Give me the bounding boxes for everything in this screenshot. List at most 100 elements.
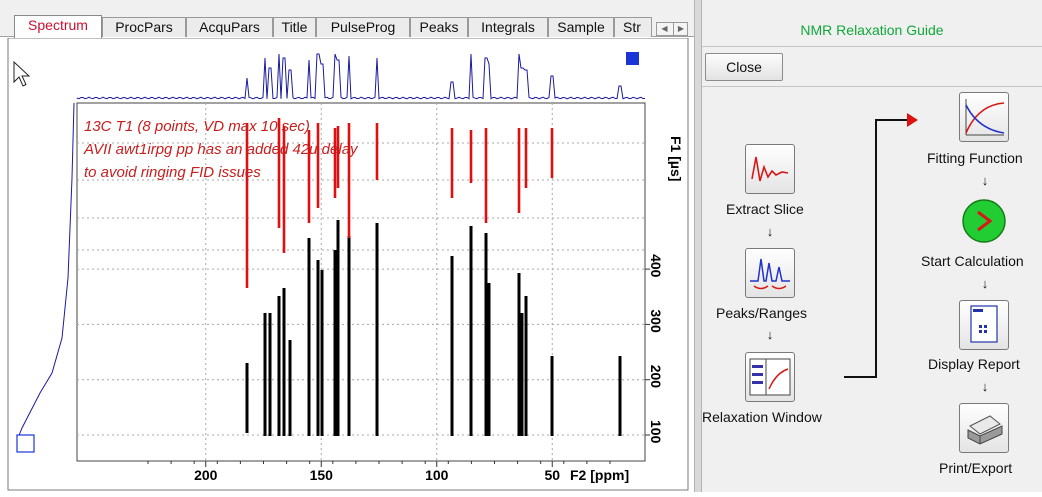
arrow-down-icon: ↓ — [766, 224, 774, 239]
negative-contour-peak — [282, 126, 286, 253]
annotation-line-3: to avoid ringing FID issues — [84, 164, 261, 181]
f2-tick-label: 50 — [544, 467, 560, 483]
extract-slice-icon[interactable] — [745, 144, 795, 194]
positive-contour-peak — [550, 356, 554, 436]
f1-tick-label: 100 — [648, 420, 664, 444]
negative-contour-peak — [277, 118, 281, 228]
negative-contour-peak — [517, 128, 521, 213]
mouse-pointer-icon — [13, 60, 31, 87]
relaxation-window-icon[interactable] — [745, 352, 795, 402]
step-label-start-calculation[interactable]: Start Calculation — [921, 253, 1024, 269]
tab-procpars[interactable]: ProcPars — [102, 17, 186, 37]
printer-icon[interactable] — [959, 403, 1009, 453]
tab-integrals[interactable]: Integrals — [468, 17, 548, 37]
spectrum-plot-area[interactable]: 13C T1 (8 points, VD max 10 sec) AVII aw… — [0, 37, 694, 492]
negative-contour-peak — [484, 128, 488, 223]
positive-contour-peak — [336, 220, 340, 436]
positive-contour-peak — [469, 226, 473, 436]
negative-contour-peak — [336, 126, 340, 188]
positive-contour-peak — [282, 288, 286, 436]
f2-tick-label: 200 — [194, 467, 218, 483]
display-report-icon[interactable] — [959, 300, 1009, 350]
divider — [702, 46, 1042, 47]
positive-contour-peak — [263, 313, 267, 436]
step-label-relaxation-window[interactable]: Relaxation Window — [702, 409, 822, 425]
guide-title: NMR Relaxation Guide — [800, 22, 944, 38]
tab-pulseprog[interactable]: PulseProg — [316, 17, 410, 37]
annotation-line-1: 13C T1 (8 points, VD max 10 sec) — [84, 118, 310, 135]
negative-contour-peak — [347, 123, 351, 238]
arrow-down-icon: ↓ — [981, 173, 989, 188]
divider — [702, 86, 1042, 87]
tab-title[interactable]: Title — [273, 17, 316, 37]
annotation-line-2: AVII awt1irpg pp has an added 42u delay — [83, 141, 359, 158]
f1-tick-label: 200 — [648, 365, 664, 389]
positive-contour-peak — [487, 283, 491, 436]
positive-contour-peak — [450, 256, 454, 436]
positive-contour-peak — [618, 356, 622, 436]
arrow-down-icon: ↓ — [981, 379, 989, 394]
arrow-down-icon: ↓ — [766, 327, 774, 342]
negative-contour-peak — [550, 128, 554, 178]
close-button[interactable]: Close — [705, 53, 783, 81]
flow-connector — [844, 113, 918, 378]
spectrum-panel: Spectrum ProcPars AcquPars Title PulsePr… — [0, 0, 694, 492]
negative-contour-peak — [316, 123, 320, 208]
f2-tick-label: 100 — [425, 467, 449, 483]
peaks-ranges-icon[interactable] — [745, 248, 795, 298]
positive-contour-peak — [375, 223, 379, 436]
positive-contour-peak — [307, 238, 311, 436]
contour-peaks — [245, 118, 622, 436]
negative-contour-peak — [307, 130, 311, 223]
start-calculation-icon[interactable] — [959, 196, 1009, 246]
positive-contour-peak — [268, 313, 272, 436]
positive-contour-peak — [484, 233, 488, 436]
triangle-left-icon[interactable]: ◀ — [661, 24, 668, 33]
step-label-print-export[interactable]: Print/Export — [939, 460, 1013, 476]
positive-contour-peak — [277, 296, 281, 436]
tab-bar: Spectrum ProcPars AcquPars Title PulsePr… — [0, 0, 694, 38]
projection-marker-empty[interactable] — [16, 434, 35, 453]
tab-scroll-buttons: ◀ ▶ — [656, 22, 688, 36]
positive-contour-peak — [524, 296, 528, 436]
projection-marker-filled[interactable] — [626, 52, 639, 65]
f1-tick-label: 300 — [648, 309, 664, 333]
negative-contour-peak — [245, 123, 249, 288]
f1-axis: 100 200 300 400 — [645, 254, 664, 444]
relaxation-guide-panel: NMR Relaxation Guide Close Extract Slice… — [702, 0, 1042, 492]
f2-axis: 200 150 100 50 — [147, 461, 611, 483]
tab-peaks[interactable]: Peaks — [410, 17, 468, 37]
positive-contour-peak — [333, 250, 337, 436]
step-label-display-report[interactable]: Display Report — [928, 356, 1020, 372]
contour-frame — [76, 102, 646, 462]
f2-axis-label: F2 [ppm] — [570, 467, 629, 483]
tab-spectrum[interactable]: Spectrum — [14, 15, 102, 38]
negative-contour-peak — [333, 128, 337, 198]
positive-contour-peak — [288, 340, 292, 436]
negative-contour-peak — [524, 128, 528, 188]
positive-contour-peak — [316, 260, 320, 436]
triangle-right-icon[interactable]: ▶ — [673, 23, 688, 35]
f2-projection-trace — [76, 53, 645, 100]
positive-contour-peak — [347, 236, 351, 436]
fitting-function-icon[interactable] — [959, 92, 1009, 142]
positive-contour-peak — [520, 313, 524, 436]
tab-sample[interactable]: Sample — [548, 17, 614, 37]
f1-projection-trace — [17, 102, 75, 439]
f1-tick-label: 400 — [648, 254, 664, 278]
positive-contour-peak — [320, 270, 324, 436]
step-label-peaks-ranges[interactable]: Peaks/Ranges — [716, 305, 808, 321]
f1-axis-label: F1 [µs] — [668, 136, 684, 181]
positive-contour-peak — [245, 363, 249, 433]
positive-contour-peak — [517, 273, 521, 436]
step-label-extract-slice[interactable]: Extract Slice — [726, 201, 804, 217]
negative-contour-peak — [375, 123, 379, 180]
negative-contour-peak — [450, 128, 454, 198]
step-label-fitting-function[interactable]: Fitting Function — [927, 150, 1023, 166]
tab-structure[interactable]: Str — [614, 17, 652, 37]
panel-splitter[interactable] — [694, 0, 702, 492]
f2-tick-label: 150 — [310, 467, 334, 483]
negative-contour-peak — [469, 130, 473, 183]
tab-acqupars[interactable]: AcquPars — [186, 17, 273, 37]
arrow-down-icon: ↓ — [981, 276, 989, 291]
